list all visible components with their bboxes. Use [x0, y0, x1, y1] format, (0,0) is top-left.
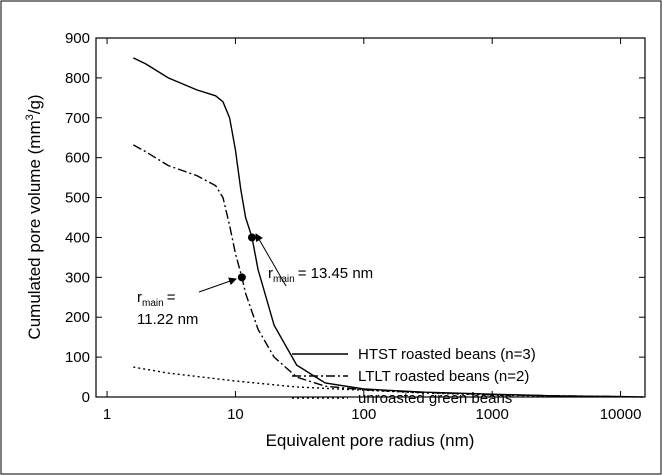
x-axis-label: Equivalent pore radius (nm) [266, 431, 475, 450]
y-tick-label: 400 [65, 229, 90, 246]
y-tick-label: 300 [65, 269, 90, 286]
y-tick-label: 800 [65, 70, 90, 87]
annotation: rmain = [137, 289, 176, 309]
legend-label: LTLT roasted beans (n=2) [358, 368, 529, 385]
annotation-symbol: r [268, 265, 273, 282]
annotation-text: 11.22 nm [137, 311, 198, 328]
annotation-subscript: main [142, 298, 164, 309]
y-label-text: /g) [25, 94, 44, 114]
y-tick-label: 700 [65, 110, 90, 127]
x-tick-label: 1000 [476, 406, 509, 423]
annotation-arrow [198, 277, 237, 293]
marker [237, 273, 246, 282]
y-label-sup: 3 [24, 114, 36, 120]
annotation: rmain = 13.45 nm [268, 265, 373, 285]
annotation-arrow [255, 233, 287, 287]
annotation-text: = 13.45 nm [298, 265, 373, 282]
x-tick-label: 100 [351, 406, 376, 423]
annotation-subscript: main [273, 274, 295, 285]
y-tick-label: 200 [65, 309, 90, 326]
annotation-symbol: r [137, 289, 142, 306]
y-tick-label: 900 [65, 30, 90, 47]
plot-area [95, 37, 646, 398]
y-tick-label: 100 [65, 349, 90, 366]
x-tick-label: 10 [227, 406, 244, 423]
x-tick-label: 10000 [600, 406, 642, 423]
annotation-text: = [167, 289, 176, 306]
series-line [133, 366, 621, 398]
y-tick-label: 0 [82, 389, 90, 406]
legend-label: unroasted green beans [358, 390, 512, 407]
y-tick-label: 500 [65, 190, 90, 207]
y-axis-label: Cumulated pore volume (mm3/g) [24, 94, 44, 339]
y-tick-label: 600 [65, 150, 90, 167]
legend-label: HTST roasted beans (n=3) [358, 346, 536, 363]
marker [247, 233, 256, 242]
series-line [132, 144, 621, 398]
x-tick-label: 1 [103, 406, 111, 423]
y-label-text: Cumulated pore volume (mm [25, 120, 44, 339]
annotation: 11.22 nm [137, 311, 198, 328]
